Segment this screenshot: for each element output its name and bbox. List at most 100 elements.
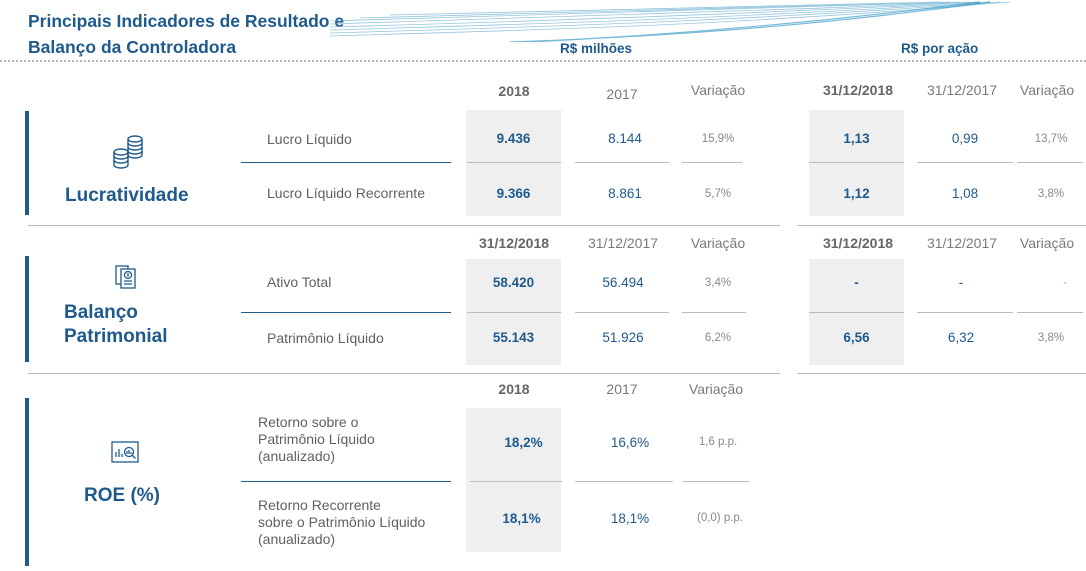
section-title-lucratividade: Lucratividade	[65, 185, 189, 206]
row-divider	[241, 481, 451, 482]
lucr-header-ps-2017: 31/12/2017	[926, 82, 998, 98]
row-divider	[241, 312, 451, 313]
row-label-line: sobre o Patrimônio Líquido	[258, 514, 426, 530]
bal-header-2017: 31/12/2017	[587, 235, 659, 251]
row-label-ativo-total: Ativo Total	[267, 274, 332, 290]
row-divider	[575, 162, 669, 163]
unit-label-millions: R$ milhões	[560, 41, 633, 56]
row-label-lucro-liquido-recorrente: Lucro Líquido Recorrente	[267, 185, 425, 201]
roe-section-bar	[25, 398, 29, 566]
row-label-lucro-liquido: Lucro Líquido	[267, 131, 352, 147]
value-cell: 8.861	[608, 186, 642, 201]
value-cell: 6,32	[947, 330, 975, 345]
row-label-line: Retorno Recorrente	[258, 497, 381, 513]
section-title-roe: ROE (%)	[84, 485, 160, 506]
section-divider	[28, 225, 780, 226]
row-divider	[575, 312, 669, 313]
value-cell: 18,2%	[504, 435, 543, 450]
lucr-header-ps-variacao: Variação	[1019, 82, 1075, 98]
value-cell: 55.143	[492, 330, 535, 345]
page-title-line1: Principais Indicadores de Resultado e	[28, 11, 345, 31]
row-label-line: Retorno sobre o	[258, 414, 359, 430]
section-divider	[797, 225, 1086, 226]
variation-cell: 3,8%	[1037, 332, 1065, 344]
value-cell: 6,56	[843, 330, 870, 345]
analytics-chart-icon	[111, 441, 139, 463]
row-divider	[809, 162, 904, 163]
section-divider	[28, 373, 780, 374]
row-label-line: (anualizado)	[258, 448, 336, 464]
value-cell: 9.436	[496, 131, 531, 146]
row-divider	[241, 162, 451, 163]
value-cell: 16,6%	[610, 435, 650, 450]
row-divider	[470, 481, 562, 482]
value-cell: 1,12	[843, 186, 870, 201]
balance-document-icon	[115, 265, 136, 289]
row-divider	[575, 481, 673, 482]
bal-header-variacao: Variação	[690, 235, 746, 251]
row-label-line: Patrimônio Líquido	[258, 431, 375, 447]
row-divider	[683, 481, 749, 482]
variation-cell: 5,7%	[704, 188, 732, 200]
coins-icon	[113, 135, 143, 169]
section-divider	[797, 373, 1086, 374]
section-title-balanco-line1: Balanço	[64, 302, 138, 323]
decorative-waves	[330, 1, 1010, 42]
value-cell: 18,1%	[502, 511, 541, 526]
value-cell: 1,13	[843, 131, 870, 146]
value-cell: 8.144	[608, 131, 642, 146]
value-cell: 0,99	[951, 131, 979, 146]
value-cell: 58.420	[492, 275, 535, 290]
roe-header-2017: 2017	[606, 381, 638, 397]
dotted-divider	[0, 60, 1086, 62]
section-title-balanco-line2: Patrimonial	[64, 326, 168, 347]
row-divider	[809, 312, 904, 313]
section-title-balanco: Balanço Patrimonial	[64, 301, 167, 349]
lucr-shade-ps-col	[809, 110, 904, 216]
variation-cell: 13,7%	[1034, 133, 1068, 145]
variation-cell: 15,9%	[701, 133, 735, 145]
variation-cell: 6,2%	[704, 332, 732, 344]
roe-header-variacao: Variação	[688, 381, 744, 397]
lucr-header-ps-2018: 31/12/2018	[822, 82, 894, 98]
unit-label-per-share: R$ por ação	[901, 41, 979, 56]
page-title: Principais Indicadores de Resultado e Ba…	[28, 8, 344, 60]
lucr-shade-col	[466, 110, 561, 216]
row-divider	[467, 312, 561, 313]
variation-cell: (0,0) p.p.	[696, 512, 744, 524]
row-divider	[467, 162, 561, 163]
bal-section-bar	[25, 256, 29, 362]
row-label-retorno-pl: Retorno sobre o Patrimônio Líquido (anua…	[258, 414, 375, 465]
row-label-line: (anualizado)	[258, 531, 336, 547]
row-divider	[917, 162, 1013, 163]
variation-cell: 1,6 p.p.	[698, 436, 738, 448]
row-divider	[1017, 162, 1083, 163]
lucr-header-2018: 2018	[498, 83, 530, 99]
bal-header-2018: 31/12/2018	[478, 235, 550, 251]
lucr-section-bar	[25, 111, 29, 215]
lucr-header-2017: 2017	[606, 86, 638, 102]
variation-cell: 3,4%	[704, 277, 732, 289]
roe-header-2018: 2018	[498, 381, 530, 397]
row-label-retorno-recorrente: Retorno Recorrente sobre o Patrimônio Lí…	[258, 497, 425, 548]
value-cell: 18,1%	[610, 511, 650, 526]
value-cell: -	[854, 275, 859, 290]
value-cell: 56.494	[602, 275, 644, 290]
row-divider	[682, 312, 746, 313]
row-divider	[682, 162, 742, 163]
value-cell: 51.926	[602, 330, 644, 345]
bal-header-ps-variacao: Variação	[1019, 235, 1075, 251]
bal-header-ps-2018: 31/12/2018	[822, 235, 894, 251]
row-divider	[1017, 312, 1083, 313]
bal-header-ps-2017: 31/12/2017	[926, 235, 998, 251]
row-label-patrimonio-liquido: Patrimônio Líquido	[267, 330, 384, 346]
value-cell: 1,08	[951, 186, 979, 201]
value-cell: -	[958, 275, 964, 290]
variation-cell: -	[1063, 277, 1067, 289]
value-cell: 9.366	[496, 186, 531, 201]
variation-cell: 3,8%	[1037, 188, 1065, 200]
roe-shade-col	[466, 408, 561, 552]
page-title-line2: Balanço da Controladora	[28, 37, 237, 57]
row-divider	[917, 312, 1013, 313]
lucr-header-variacao: Variação	[690, 82, 746, 98]
